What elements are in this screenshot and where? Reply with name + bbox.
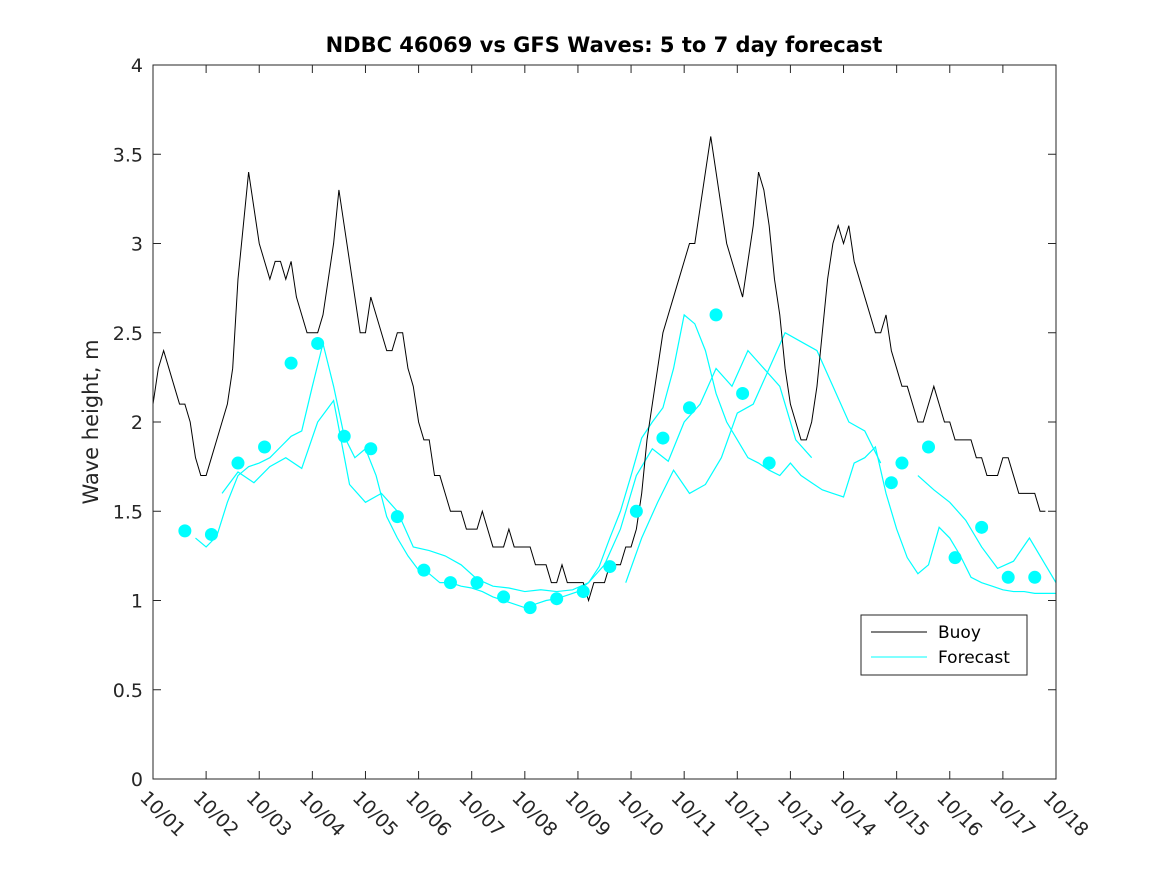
forecast-line: [221, 349, 813, 593]
y-tick-label: 3.5: [113, 144, 143, 166]
legend-box: [860, 614, 1028, 676]
y-tick-label: 2: [131, 412, 143, 434]
forecast-marker: [470, 576, 484, 590]
forecast-marker: [550, 592, 564, 606]
forecast-marker: [948, 551, 962, 565]
forecast-markers: [178, 308, 1042, 615]
y-axis-label: Wave height, m: [79, 339, 103, 504]
forecast-marker: [884, 476, 898, 490]
forecast-marker: [364, 442, 378, 456]
forecast-marker: [443, 576, 457, 590]
y-tick-label: 3: [131, 234, 143, 256]
legend-buoy-label: Buoy: [938, 623, 981, 643]
y-axis: 0 0.5 1 1.5 2 2.5 3 3.5 4: [113, 55, 1056, 791]
y-tick-label: 4: [131, 55, 143, 77]
forecast-marker: [975, 520, 989, 534]
forecast-marker: [762, 456, 776, 470]
plot-area: [153, 136, 1056, 615]
forecast-line: [917, 475, 1056, 583]
forecast-marker: [417, 563, 431, 577]
forecast-marker: [629, 504, 643, 518]
y-tick-label: 0: [131, 769, 143, 791]
forecast-marker: [576, 585, 590, 599]
buoy-line: [153, 136, 1046, 603]
y-tick-label: 1: [131, 591, 143, 613]
y-tick-label: 0.5: [113, 680, 143, 702]
forecast-marker: [709, 308, 723, 322]
forecast-marker: [895, 456, 909, 470]
buoy-line-group: [153, 136, 1046, 603]
forecast-marker: [682, 401, 696, 415]
forecast-marker: [258, 440, 272, 454]
forecast-lines: [195, 313, 1056, 609]
forecast-marker: [204, 527, 218, 541]
legend: Buoy Forecast: [860, 614, 1028, 676]
forecast-marker: [603, 560, 617, 574]
forecast-marker: [337, 429, 351, 443]
forecast-marker: [922, 440, 936, 454]
forecast-marker: [1001, 570, 1015, 584]
forecast-marker: [390, 510, 404, 524]
forecast-marker: [656, 431, 670, 445]
forecast-marker: [497, 590, 511, 604]
forecast-line: [625, 331, 882, 583]
forecast-marker: [1028, 570, 1042, 584]
forecast-marker: [736, 386, 750, 400]
forecast-marker: [231, 456, 245, 470]
chart-title: NDBC 46069 vs GFS Waves: 5 to 7 day fore…: [326, 33, 883, 57]
forecast-marker: [523, 601, 537, 615]
forecast-marker: [284, 356, 298, 370]
y-tick-label: 2.5: [113, 323, 143, 345]
y-tick-label: 1.5: [113, 501, 143, 523]
legend-forecast-label: Forecast: [938, 648, 1010, 668]
forecast-marker: [311, 336, 325, 350]
forecast-line: [195, 313, 1056, 609]
forecast-marker: [178, 524, 192, 538]
